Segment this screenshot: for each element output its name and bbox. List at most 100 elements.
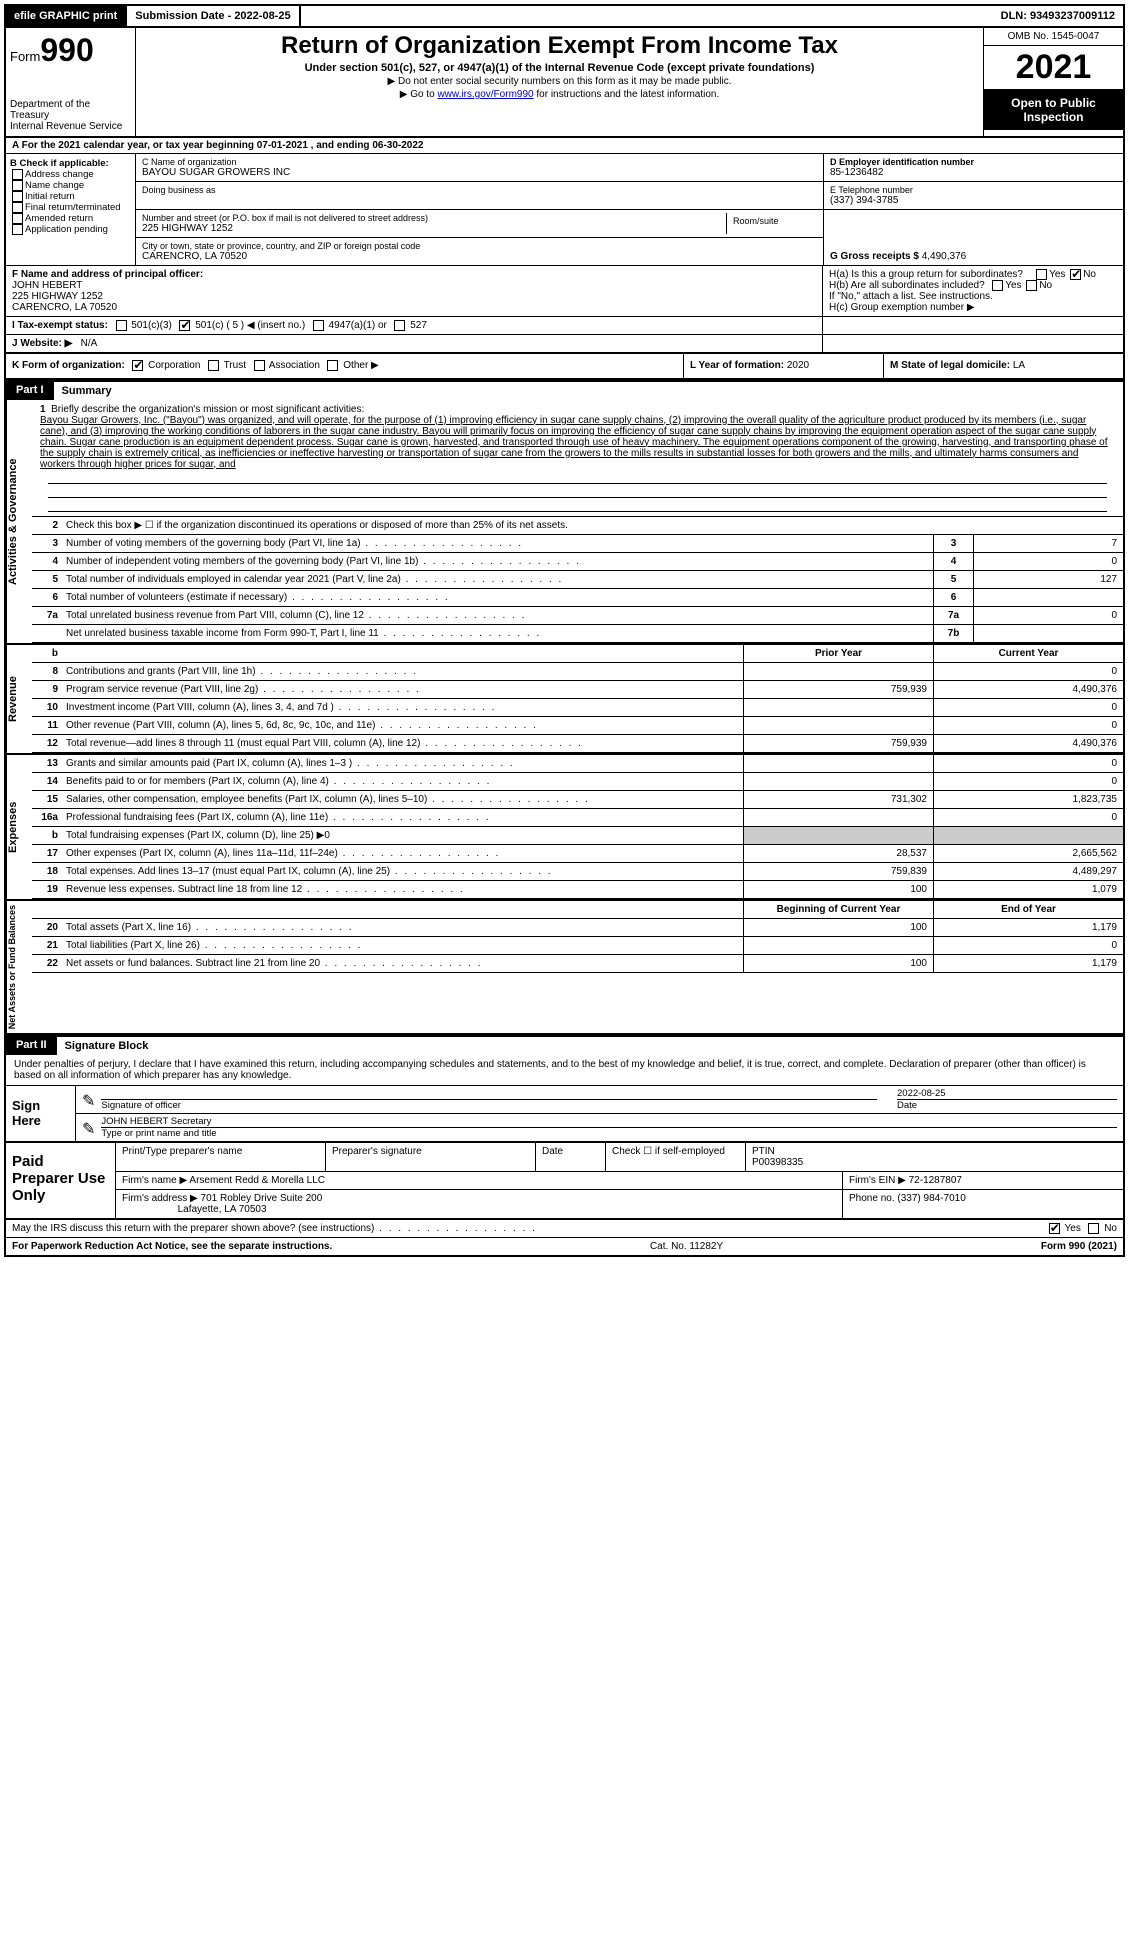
chk-501c3[interactable]: [116, 320, 127, 331]
part2-title: Signature Block: [57, 1035, 1123, 1055]
chk-app-pending[interactable]: Application pending: [10, 224, 131, 235]
table-row: 16aProfessional fundraising fees (Part I…: [32, 809, 1123, 827]
period-row: A For the 2021 calendar year, or tax yea…: [6, 138, 1123, 154]
firm-ein-cell: Firm's EIN ▶ 72-1287807: [843, 1172, 1123, 1189]
officer-name-row: ✎ JOHN HEBERT Secretary Type or print na…: [76, 1114, 1123, 1141]
room-cell: Room/suite: [727, 213, 817, 234]
revenue-section: Revenue b Prior Year Current Year 8Contr…: [6, 645, 1123, 755]
table-row: 4Number of independent voting members of…: [32, 553, 1123, 571]
table-row: 22Net assets or fund balances. Subtract …: [32, 955, 1123, 973]
discuss-yes[interactable]: [1049, 1223, 1060, 1234]
table-row: 6Total number of volunteers (estimate if…: [32, 589, 1123, 607]
box-b: B Check if applicable: Address change Na…: [6, 154, 136, 265]
type-name-label: Type or print name and title: [101, 1127, 1117, 1139]
part1-tag: Part I: [6, 381, 54, 399]
table-row: 20Total assets (Part X, line 16)1001,179: [32, 919, 1123, 937]
box-l: L Year of formation: 2020: [683, 354, 883, 377]
i-label: I Tax-exempt status:: [12, 320, 108, 331]
firm-addr2: Lafayette, LA 70503: [178, 1204, 267, 1215]
ha-no[interactable]: [1070, 269, 1081, 280]
officer-city: CARENCRO, LA 70520: [12, 302, 117, 313]
ptin-val: P00398335: [752, 1157, 803, 1168]
chk-527[interactable]: [394, 320, 405, 331]
h-a: H(a) Is this a group return for subordin…: [829, 269, 1117, 280]
firm-addr-cell: Firm's address ▶ 701 Robley Drive Suite …: [116, 1190, 843, 1218]
discuss-text: May the IRS discuss this return with the…: [12, 1223, 537, 1234]
chk-trust[interactable]: [208, 360, 219, 371]
self-emp-cell: Check ☐ if self-employed: [606, 1143, 746, 1171]
box-c-f: C Name of organization BAYOU SUGAR GROWE…: [136, 154, 823, 265]
gross-val: 4,490,376: [922, 251, 967, 262]
entity-block: B Check if applicable: Address change Na…: [6, 154, 1123, 266]
sig-date-label: Date: [897, 1099, 1117, 1111]
expenses-rows: 13Grants and similar amounts paid (Part …: [32, 755, 1123, 899]
hb-no[interactable]: [1026, 280, 1037, 291]
box-f: F Name and address of principal officer:…: [6, 266, 823, 316]
row-klm: K Form of organization: Corporation Trus…: [6, 354, 1123, 379]
prep-date-label: Date: [536, 1143, 606, 1171]
chk-initial-return[interactable]: Initial return: [10, 191, 131, 202]
part2-tag: Part II: [6, 1036, 57, 1054]
table-row: Net unrelated business taxable income fr…: [32, 625, 1123, 643]
city-val: CARENCRO, LA 70520: [142, 251, 817, 262]
netassets-section: Net Assets or Fund Balances Beginning of…: [6, 901, 1123, 1035]
chk-final-return[interactable]: Final return/terminated: [10, 202, 131, 213]
efile-badge: efile GRAPHIC print: [6, 6, 125, 26]
box-h: H(a) Is this a group return for subordin…: [823, 266, 1123, 316]
h-c: H(c) Group exemption number ▶: [829, 302, 1117, 313]
discuss-yesno: Yes No: [1047, 1223, 1117, 1234]
box-j: J Website: ▶ N/A: [6, 335, 823, 352]
side-activities: Activities & Governance: [6, 400, 32, 643]
tax-year: 2021: [984, 46, 1123, 90]
end-year-hdr: End of Year: [933, 901, 1123, 918]
chk-corp[interactable]: [132, 360, 143, 371]
current-year-hdr: Current Year: [933, 645, 1123, 662]
mission-text: Bayou Sugar Growers, Inc. ("Bayou") was …: [40, 415, 1108, 470]
chk-501c[interactable]: [179, 320, 190, 331]
chk-address-change[interactable]: Address change: [10, 169, 131, 180]
paid-prep-right: Print/Type preparer's name Preparer's si…: [116, 1143, 1123, 1218]
table-row: 9Program service revenue (Part VIII, lin…: [32, 681, 1123, 699]
table-row: 21Total liabilities (Part X, line 26)0: [32, 937, 1123, 955]
irs-link[interactable]: www.irs.gov/Form990: [437, 89, 533, 100]
form-990-page: efile GRAPHIC print Submission Date - 20…: [4, 4, 1125, 1257]
revenue-rows: b Prior Year Current Year 8Contributions…: [32, 645, 1123, 753]
header-right: OMB No. 1545-0047 2021 Open to Public In…: [983, 28, 1123, 136]
open-to-public: Open to Public Inspection: [984, 90, 1123, 130]
row-j: J Website: ▶ N/A: [6, 335, 1123, 354]
rev-header-row: b Prior Year Current Year: [32, 645, 1123, 663]
chk-name-change[interactable]: Name change: [10, 180, 131, 191]
prep-sig-label: Preparer's signature: [326, 1143, 536, 1171]
netassets-rows: Beginning of Current Year End of Year 20…: [32, 901, 1123, 1033]
discuss-no[interactable]: [1088, 1223, 1099, 1234]
pen-icon-2: ✎: [82, 1119, 95, 1139]
sig-date-val: 2022-08-25: [897, 1088, 1117, 1099]
officer-addr: 225 HIGHWAY 1252: [12, 291, 103, 302]
part1-title: Summary: [54, 380, 1123, 400]
city-label: City or town, state or province, country…: [142, 241, 817, 251]
chk-assoc[interactable]: [254, 360, 265, 371]
ein-val: 85-1236482: [830, 167, 1117, 178]
chk-4947[interactable]: [313, 320, 324, 331]
hb-yes[interactable]: [992, 280, 1003, 291]
box-d-e-g: D Employer identification number 85-1236…: [823, 154, 1123, 265]
dba-label: Doing business as: [142, 185, 817, 195]
chk-other[interactable]: [327, 360, 338, 371]
prep-row-2: Firm's name ▶ Arsement Redd & Morella LL…: [116, 1172, 1123, 1190]
chk-amended[interactable]: Amended return: [10, 213, 131, 224]
box-m: M State of legal domicile: LA: [883, 354, 1123, 377]
ptin-cell: PTINP00398335: [746, 1143, 1123, 1171]
ein-label: D Employer identification number: [830, 157, 1117, 167]
l1-label: Briefly describe the organization's miss…: [51, 404, 364, 415]
paid-preparer-block: Paid Preparer Use Only Print/Type prepar…: [6, 1143, 1123, 1220]
net-header-row: Beginning of Current Year End of Year: [32, 901, 1123, 919]
ha-yes[interactable]: [1036, 269, 1047, 280]
addr-val: 225 HIGHWAY 1252: [142, 223, 726, 234]
sig-officer-row: ✎ Signature of officer 2022-08-25 Date: [76, 1086, 1123, 1114]
header-title-block: Return of Organization Exempt From Incom…: [136, 28, 983, 136]
c-name-label: C Name of organization: [142, 157, 817, 167]
activities-rows: 1 Briefly describe the organization's mi…: [32, 400, 1123, 643]
gross-label: G Gross receipts $: [830, 251, 919, 262]
org-name-cell: C Name of organization BAYOU SUGAR GROWE…: [136, 154, 823, 182]
sign-here-block: Sign Here ✎ Signature of officer 2022-08…: [6, 1086, 1123, 1143]
